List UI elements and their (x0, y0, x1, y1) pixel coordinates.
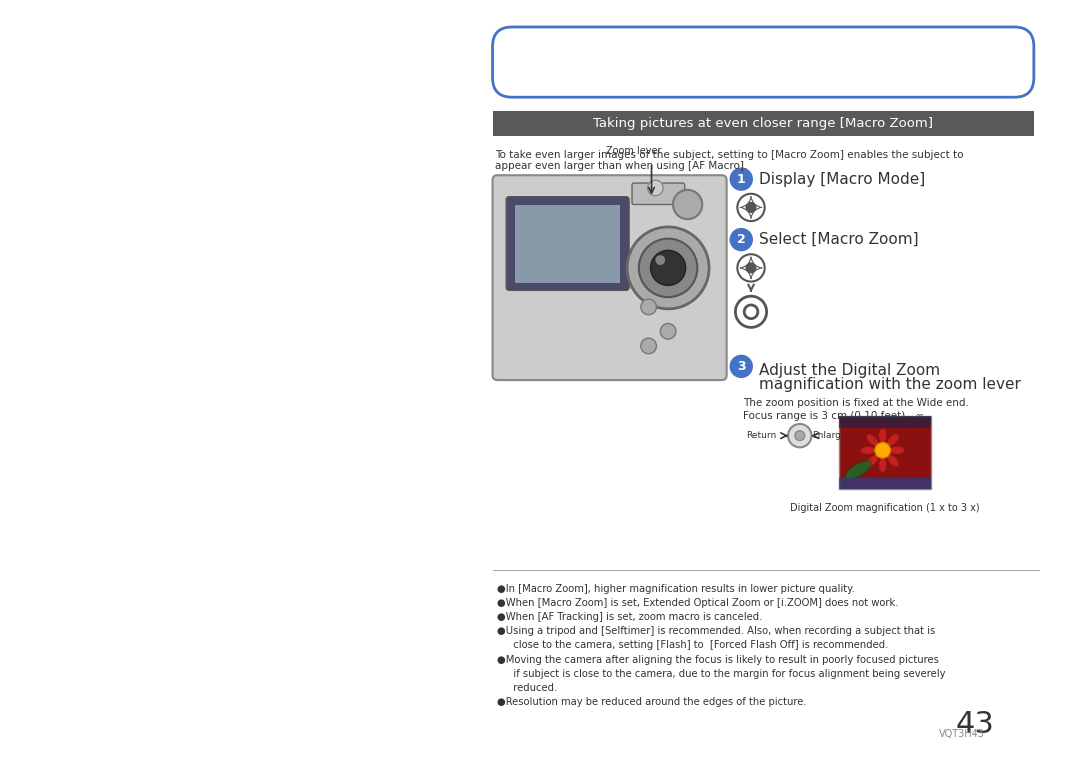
Text: 3: 3 (737, 360, 745, 373)
Text: 43: 43 (956, 710, 995, 739)
Text: Enlarge: Enlarge (812, 431, 847, 440)
Circle shape (640, 338, 657, 353)
Text: ●When [Macro Zoom] is set, Extended Optical Zoom or [i.ZOOM] does not work.: ●When [Macro Zoom] is set, Extended Opti… (498, 598, 899, 608)
Text: Select [Macro Zoom]: Select [Macro Zoom] (759, 232, 918, 247)
Circle shape (746, 203, 756, 213)
Text: ●Using a tripod and [Selftimer] is recommended. Also, when recording a subject t: ●Using a tripod and [Selftimer] is recom… (498, 627, 935, 636)
Text: Digital Zoom magnification (1 x to 3 x): Digital Zoom magnification (1 x to 3 x) (791, 503, 980, 513)
Circle shape (656, 256, 665, 265)
Circle shape (730, 228, 753, 252)
Text: ●When [AF Tracking] is set, zoom macro is canceled.: ●When [AF Tracking] is set, zoom macro i… (498, 612, 762, 622)
FancyBboxPatch shape (492, 27, 1034, 97)
Text: ●Resolution may be reduced around the edges of the picture.: ●Resolution may be reduced around the ed… (498, 697, 807, 707)
Circle shape (795, 431, 805, 441)
Text: VQT3H43: VQT3H43 (940, 729, 985, 739)
Circle shape (639, 239, 698, 297)
Circle shape (627, 227, 710, 309)
Text: To take even larger images of the subject, setting to [Macro Zoom] enables the s: To take even larger images of the subjec… (496, 150, 964, 171)
Ellipse shape (866, 454, 878, 467)
Text: Zoom lever: Zoom lever (606, 146, 662, 156)
Circle shape (640, 299, 657, 314)
FancyBboxPatch shape (492, 175, 727, 380)
FancyBboxPatch shape (632, 183, 685, 204)
Text: if subject is close to the camera, due to the margin for focus alignment being s: if subject is close to the camera, due t… (508, 669, 946, 679)
Ellipse shape (866, 434, 878, 446)
Circle shape (650, 250, 686, 285)
Text: Focus range is 3 cm (0.10 feet) - ∞.: Focus range is 3 cm (0.10 feet) - ∞. (743, 412, 928, 422)
Circle shape (660, 324, 676, 339)
Bar (839, 416, 931, 490)
Bar (839, 416, 931, 428)
Text: Adjust the Digital Zoom: Adjust the Digital Zoom (759, 363, 940, 377)
Text: reduced.: reduced. (508, 683, 557, 693)
Ellipse shape (890, 447, 905, 454)
Ellipse shape (887, 454, 899, 467)
Ellipse shape (879, 457, 887, 472)
Text: close to the camera, setting [Flash] to  [Forced Flash Off] is recommended.: close to the camera, setting [Flash] to … (508, 640, 889, 650)
Text: 1: 1 (737, 173, 745, 186)
Bar (515, 204, 620, 282)
Text: Display [Macro Mode]: Display [Macro Mode] (759, 171, 926, 187)
Text: magnification with the zoom lever: magnification with the zoom lever (759, 377, 1021, 392)
FancyBboxPatch shape (507, 197, 629, 291)
Circle shape (788, 424, 811, 448)
Bar (839, 477, 931, 490)
Circle shape (746, 263, 756, 273)
Text: Taking pictures at even closer range [Macro Zoom]: Taking pictures at even closer range [Ma… (593, 117, 933, 130)
Circle shape (875, 442, 891, 458)
Circle shape (730, 355, 753, 378)
Ellipse shape (879, 428, 887, 443)
Ellipse shape (846, 461, 872, 479)
Bar (492, 111, 1034, 136)
Text: ●Moving the camera after aligning the focus is likely to result in poorly focuse: ●Moving the camera after aligning the fo… (498, 655, 940, 665)
Circle shape (673, 190, 702, 219)
Text: 2: 2 (737, 233, 745, 246)
Text: The zoom position is fixed at the Wide end.: The zoom position is fixed at the Wide e… (743, 398, 969, 408)
Ellipse shape (861, 447, 876, 454)
Ellipse shape (887, 434, 899, 446)
Text: Return: Return (746, 431, 777, 440)
Circle shape (648, 180, 663, 196)
Circle shape (730, 168, 753, 190)
Text: ●In [Macro Zoom], higher magnification results in lower picture quality.: ●In [Macro Zoom], higher magnification r… (498, 584, 855, 594)
